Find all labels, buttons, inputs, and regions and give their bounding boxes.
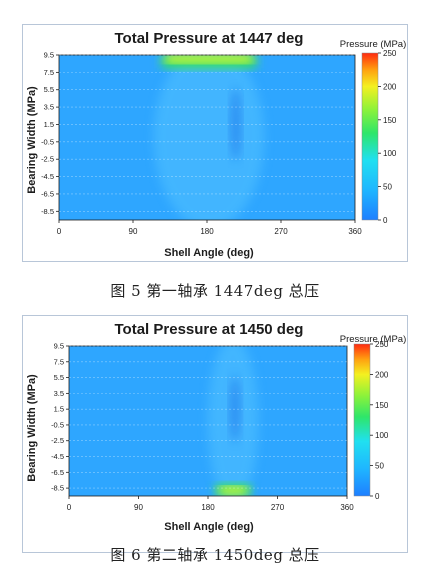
colorbar-tick-label: 150 <box>375 401 389 410</box>
y-tick-label: 1.5 <box>44 120 54 129</box>
y-tick-label: 1.5 <box>54 405 64 414</box>
x-axis-label: Shell Angle (deg) <box>164 247 254 259</box>
x-tick-label: 90 <box>134 503 143 512</box>
chart-2: 9.5 7.5 5.5 3.5 1.5 -0.5 -2.5 -4.5 -6.5 -8.5 0 90 18… <box>26 321 407 533</box>
colorbar <box>353 343 371 497</box>
y-tick-label: 5.5 <box>44 85 54 94</box>
hotspot-core <box>219 487 247 494</box>
colorbar-tick-label: 200 <box>375 370 389 379</box>
y-tick-label: -4.5 <box>41 172 54 181</box>
colorbar-tick-label: 150 <box>383 116 397 125</box>
y-tick-label: -0.5 <box>41 137 54 146</box>
colorbar-tick-label: 250 <box>383 49 397 58</box>
chart-panel-1: 9.5 7.5 5.5 3.5 1.5 -0.5 -2.5 -4.5 -6.5 -8.5 0 90 18… <box>22 24 408 262</box>
y-tick-label: -4.5 <box>51 452 64 461</box>
hotspot-core <box>165 55 253 63</box>
chart-panel-2: 9.5 7.5 5.5 3.5 1.5 -0.5 -2.5 -4.5 -6.5 -8.5 0 90 18… <box>22 315 408 553</box>
x-tick-label: 180 <box>201 503 215 512</box>
colorbar-label: Pressure (MPa) <box>340 334 407 345</box>
y-tick-label: -0.5 <box>51 420 64 429</box>
caption-figure-6: 图 6 第二轴承 1450deg 总压 <box>110 546 320 564</box>
y-tick-label: 7.5 <box>44 68 54 77</box>
y-axis-label: Bearing Width (MPa) <box>26 374 38 482</box>
y-tick-label: 9.5 <box>54 342 64 351</box>
x-tick-label: 180 <box>200 227 214 236</box>
x-tick-label: 270 <box>271 503 285 512</box>
colorbar-tick-label: 250 <box>375 340 389 349</box>
x-tick-label: 90 <box>129 227 138 236</box>
pressure-trough <box>230 376 241 442</box>
y-tick-label: 3.5 <box>54 389 64 398</box>
pressure-trough <box>230 88 241 161</box>
chart-1: 9.5 7.5 5.5 3.5 1.5 -0.5 -2.5 -4.5 -6.5 -8.5 0 90 18… <box>26 30 407 259</box>
x-axis-label: Shell Angle (deg) <box>164 521 254 533</box>
figure-6: 9.5 7.5 5.5 3.5 1.5 -0.5 -2.5 -4.5 -6.5 -8.5 0 90 18… <box>0 305 430 570</box>
colorbar-tick-label: 100 <box>375 431 389 440</box>
x-tick-label: 270 <box>274 227 288 236</box>
x-tick-label: 0 <box>67 503 72 512</box>
colorbar-tick-label: 0 <box>383 216 388 225</box>
y-tick-label: -6.5 <box>41 189 54 198</box>
y-tick-label: -2.5 <box>41 155 54 164</box>
y-tick-label: 5.5 <box>54 373 64 382</box>
y-axis-label: Bearing Width (MPa) <box>26 86 38 194</box>
colorbar-tick-label: 0 <box>375 492 380 501</box>
y-tick-label: -2.5 <box>51 436 64 445</box>
y-tick-label: -6.5 <box>51 468 64 477</box>
x-tick-label: 360 <box>348 227 362 236</box>
y-tick-label: 9.5 <box>44 51 54 60</box>
y-tick-label: 3.5 <box>44 103 54 112</box>
colorbar-tick-label: 50 <box>383 183 392 192</box>
y-tick-label: -8.5 <box>41 207 54 216</box>
colorbar-tick-label: 100 <box>383 149 397 158</box>
y-tick-label: 7.5 <box>54 357 64 366</box>
x-tick-label: 0 <box>57 227 62 236</box>
colorbar-tick-label: 50 <box>375 462 384 471</box>
colorbar-tick-label: 200 <box>383 82 397 91</box>
y-tick-label: -8.5 <box>51 484 64 493</box>
figure-5: 9.5 7.5 5.5 3.5 1.5 -0.5 -2.5 -4.5 -6.5 -8.5 0 90 18… <box>22 24 408 300</box>
caption-figure-5: 图 5 第一轴承 1447deg 总压 <box>110 282 320 300</box>
chart-title: Total Pressure at 1450 deg <box>115 321 304 338</box>
chart-title: Total Pressure at 1447 deg <box>115 30 304 47</box>
pressure-ridge <box>153 55 265 220</box>
colorbar <box>361 52 379 221</box>
colorbar-label: Pressure (MPa) <box>340 39 407 50</box>
x-tick-label: 360 <box>340 503 354 512</box>
